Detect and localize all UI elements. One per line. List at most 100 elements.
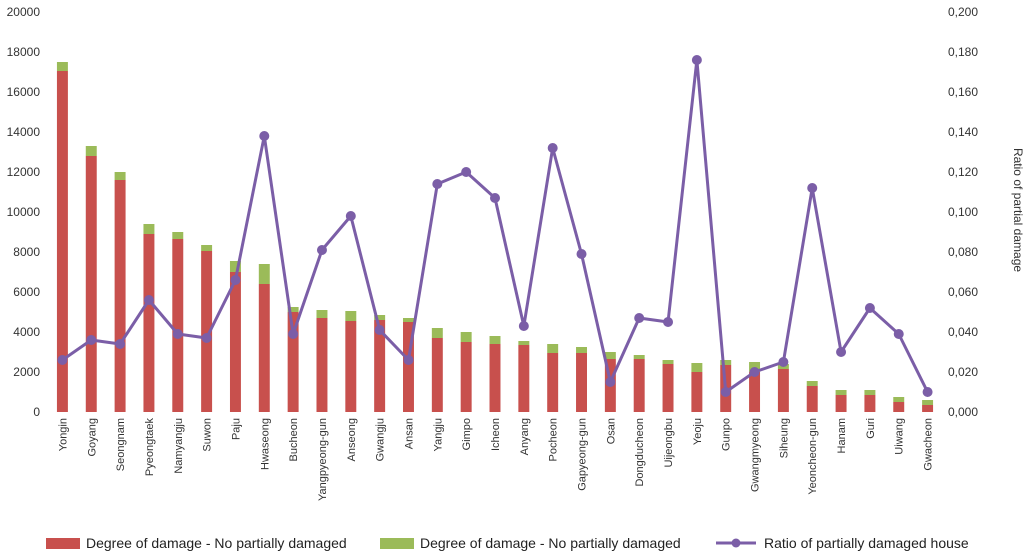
bar-segment-green	[691, 363, 703, 372]
bar-segment-red	[864, 395, 876, 412]
right-axis-ticks: 0,000 0,020 0,040 0,060 0,080 0,100 0,120 0,140…	[948, 5, 978, 419]
category-label: Gwacheon	[923, 418, 935, 471]
ratio-point	[605, 377, 616, 387]
ratio-point	[518, 321, 529, 331]
category-label: Siheung	[778, 418, 790, 458]
ratio-point	[57, 355, 68, 365]
category-label: Pyeongtaek	[144, 418, 156, 477]
category-label: Paju	[230, 418, 242, 440]
ratio-point	[490, 193, 500, 203]
ratio-point	[864, 303, 875, 313]
legend-item-red-series: Degree of damage - No partially damaged	[46, 535, 347, 551]
bar-segment-green	[287, 307, 299, 312]
ratio-point	[461, 167, 472, 177]
category-label: Gimpo	[461, 418, 473, 450]
bar-segment-red	[56, 71, 68, 412]
category-label: Osan	[605, 418, 617, 444]
category-label: Goyang	[86, 418, 98, 457]
right-axis-title: Ratio of partial damage	[1011, 148, 1024, 272]
category-label: Guri	[865, 418, 877, 439]
category-label: Hanam	[836, 418, 848, 453]
ratio-point	[403, 355, 414, 365]
category-label: Yeoju	[692, 418, 704, 445]
ratio-point	[663, 317, 674, 327]
bar-segment-green	[893, 397, 905, 402]
category-label: Ansan	[403, 418, 415, 449]
bar-segment-green	[720, 360, 732, 365]
category-label: Gwangju	[375, 418, 387, 461]
bar-segment-red	[258, 284, 270, 412]
left-axis-ticks: 0 2000 4000 6000 8000 10000 12000 14000 16000 180…	[7, 5, 41, 419]
ratio-point	[778, 357, 789, 367]
legend-label-red: Degree of damage - No partially damaged	[86, 535, 347, 551]
bar-segment-red	[835, 395, 847, 412]
left-tick-label: 2000	[13, 365, 40, 379]
bar-segment-red	[518, 345, 530, 412]
bar-segment-green	[835, 390, 847, 395]
category-label: Yongin	[57, 418, 69, 451]
bar-segment-green	[518, 341, 530, 345]
ratio-point	[374, 325, 385, 335]
ratio-point	[201, 333, 212, 343]
legend-label-line: Ratio of partially damaged house	[764, 535, 969, 551]
bar-segment-red	[345, 321, 357, 412]
bar-segment-red	[547, 353, 559, 412]
bar-segment-red	[229, 272, 241, 412]
bar-segment-red	[691, 372, 703, 412]
category-label: Uiwang	[894, 418, 906, 455]
bar-segment-red	[806, 386, 818, 412]
right-tick-label: 0,180	[948, 45, 978, 59]
bar-segment-green	[547, 344, 559, 353]
bar-segment-green	[403, 318, 414, 322]
right-tick-label: 0,000	[948, 405, 978, 419]
left-tick-label: 12000	[7, 165, 41, 179]
category-label: Dongducheon	[634, 418, 646, 487]
bar-segment-red	[85, 156, 97, 412]
bar-segment-red	[431, 338, 443, 412]
bar-segment-green	[258, 264, 270, 284]
right-tick-label: 0,100	[948, 205, 978, 219]
bar-segment-red	[922, 405, 934, 412]
left-tick-label: 0	[33, 405, 40, 419]
bar-segment-green	[172, 232, 184, 239]
legend: Degree of damage - No partially damaged …	[46, 535, 969, 551]
ratio-point	[836, 347, 847, 357]
category-label: Namyangju	[173, 418, 185, 474]
right-tick-label: 0,020	[948, 365, 978, 379]
legend-swatch-red	[46, 538, 80, 549]
left-tick-label: 16000	[7, 85, 41, 99]
category-label: Gunpo	[721, 418, 733, 451]
left-tick-label: 20000	[7, 5, 41, 19]
bar-segment-green	[662, 360, 674, 364]
bar-segment-red	[633, 359, 645, 412]
bar-segment-green	[489, 336, 501, 344]
ratio-point	[316, 245, 327, 255]
bar-segment-red	[374, 320, 386, 412]
left-tick-label: 4000	[13, 325, 40, 339]
ratio-point	[172, 329, 183, 339]
bar-segment-green	[143, 224, 155, 234]
category-label: Anyang	[519, 418, 531, 455]
ratio-point	[634, 313, 645, 323]
left-tick-label: 18000	[7, 45, 41, 59]
ratio-point	[922, 387, 933, 397]
bar-segment-green	[201, 245, 213, 251]
ratio-point	[143, 295, 154, 305]
right-tick-label: 0,120	[948, 165, 978, 179]
category-label: Seongnam	[115, 418, 127, 471]
bar-segment-red	[749, 372, 761, 412]
ratio-point	[345, 211, 356, 221]
ratio-point	[259, 131, 270, 141]
category-label: Gapyeong-gun	[577, 418, 589, 491]
bar-segment-red	[662, 364, 674, 412]
category-label: Yeoncheon-gun	[807, 418, 819, 495]
category-label: Anseong	[346, 418, 358, 461]
ratio-point	[288, 329, 299, 339]
bar-segment-green	[633, 355, 645, 359]
bar-segment-green	[576, 347, 587, 353]
left-tick-label: 8000	[13, 245, 40, 259]
bar-segment-green	[56, 62, 68, 71]
right-tick-label: 0,060	[948, 285, 978, 299]
left-tick-label: 10000	[7, 205, 41, 219]
legend-label-green: Degree of damage - No partially damaged	[420, 535, 681, 551]
